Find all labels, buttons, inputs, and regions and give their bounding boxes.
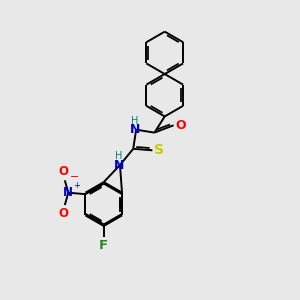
Text: N: N: [130, 123, 140, 136]
Text: H: H: [115, 151, 122, 161]
Text: H: H: [131, 116, 139, 126]
Text: N: N: [114, 158, 124, 172]
Text: O: O: [176, 119, 186, 132]
Text: F: F: [99, 238, 108, 252]
Text: S: S: [154, 143, 164, 157]
Text: +: +: [74, 181, 80, 190]
Text: −: −: [70, 172, 79, 182]
Text: N: N: [63, 186, 73, 199]
Text: O: O: [58, 207, 68, 220]
Text: O: O: [58, 165, 68, 178]
